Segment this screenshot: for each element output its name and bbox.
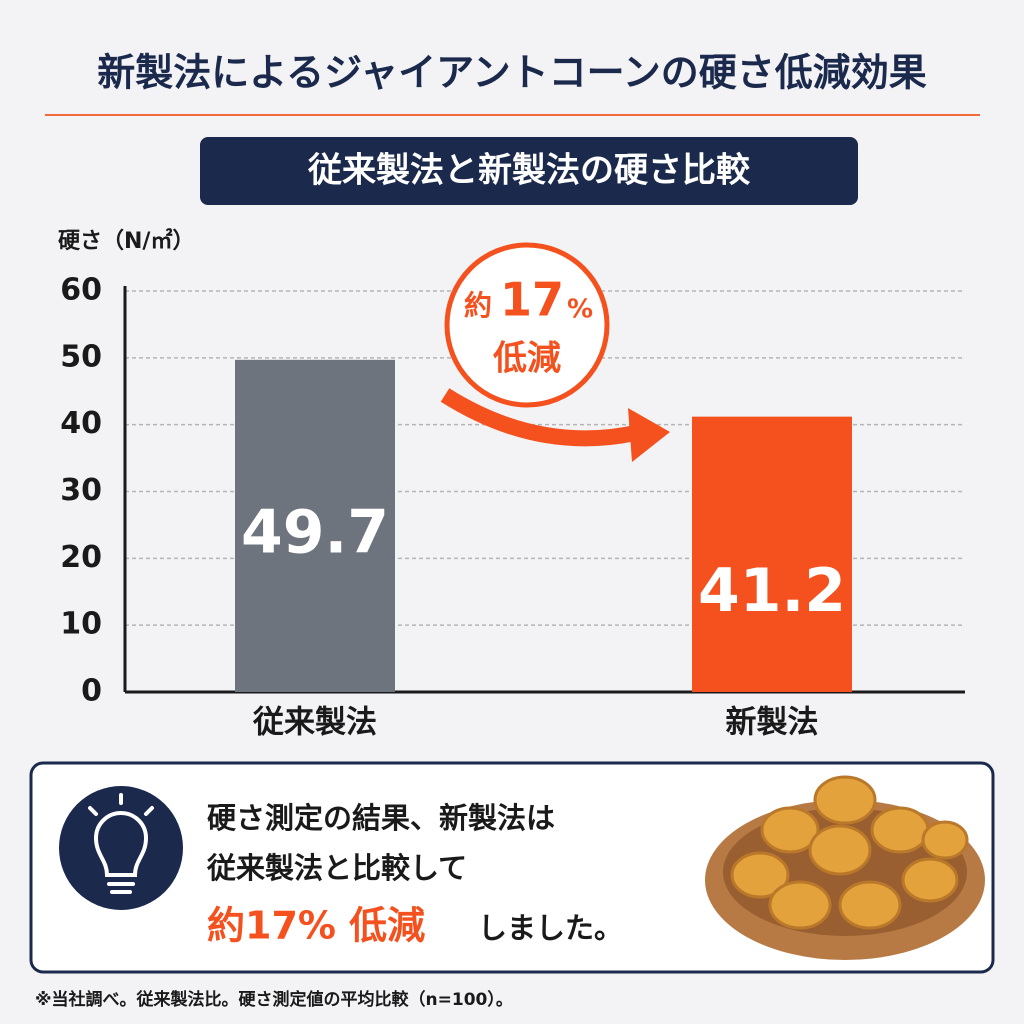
arrow-head: [628, 408, 670, 462]
value-label: 49.7: [241, 498, 389, 568]
y-tick-label: 60: [60, 273, 102, 308]
snack-photo: [705, 775, 985, 960]
x-tick-label: 新製法: [726, 705, 819, 741]
plot: 0 10 20 30 40 50 60 従来製法 49.7 新製法 41.2: [60, 273, 965, 741]
annotation-prefix: 約: [464, 289, 492, 322]
icon-circle: [59, 786, 183, 910]
y-tick-label: 0: [81, 674, 102, 709]
bar: [692, 416, 852, 692]
callout-line: 従来製法と比較して: [206, 851, 467, 885]
arrow: [440, 388, 642, 447]
callout-highlight: 約17% 低減: [207, 904, 425, 948]
value-label: 41.2: [698, 556, 846, 626]
y-tick-label: 50: [60, 339, 102, 374]
annotation-number: 17: [500, 273, 564, 327]
y-tick-label: 20: [60, 540, 102, 575]
y-tick-label: 30: [60, 473, 102, 508]
callout-line: 硬さ測定の結果、新製法は: [207, 801, 555, 835]
bar: [235, 359, 395, 692]
subtitle-box: [200, 137, 858, 205]
title: 新製法によるジャイアントコーンの硬さ低減効果: [97, 51, 927, 95]
annotation-unit: %: [567, 295, 593, 325]
annotation-circle: [444, 242, 610, 408]
subtitle: 従来製法と新製法の硬さ比較: [307, 151, 751, 191]
y-tick-label: 10: [60, 607, 102, 642]
y-axis-label: 硬さ（N/㎡）: [58, 228, 194, 254]
footnote: ※当社調べ。従来製法比。硬さ測定値の平均比較（n=100）。: [35, 989, 513, 1010]
y-tick-label: 40: [60, 406, 102, 441]
annotation-text: 低減: [493, 339, 561, 379]
x-tick-label: 従来製法: [252, 705, 377, 741]
callout-ending: しました。: [478, 911, 623, 945]
bulb-icon: [88, 793, 154, 894]
